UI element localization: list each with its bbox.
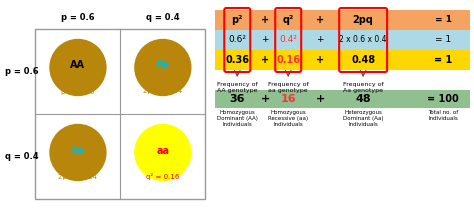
Text: = 100: = 100	[427, 94, 459, 104]
Text: 36: 36	[229, 94, 245, 104]
Text: p² = 0.36: p² = 0.36	[61, 88, 95, 95]
Text: 2pq = 0.24: 2pq = 0.24	[143, 89, 182, 94]
Text: Heterozygous
Dominant (Aa)
Individuals: Heterozygous Dominant (Aa) Individuals	[343, 110, 383, 127]
Text: +: +	[317, 36, 324, 44]
Text: 0.16: 0.16	[276, 55, 300, 65]
Text: 0.48: 0.48	[351, 55, 375, 65]
Text: Frequency of
Aa genotype: Frequency of Aa genotype	[343, 82, 383, 93]
Text: p = 0.6: p = 0.6	[61, 13, 95, 21]
Text: q = 0.4: q = 0.4	[146, 13, 180, 21]
Text: Homozygous
Dominant (AA)
Individuals: Homozygous Dominant (AA) Individuals	[217, 110, 258, 127]
Text: 0.4²: 0.4²	[279, 36, 297, 44]
Text: +: +	[261, 94, 270, 104]
Text: 2pq: 2pq	[353, 15, 374, 25]
Circle shape	[50, 39, 106, 95]
Text: Total no. of
Individuals: Total no. of Individuals	[428, 110, 458, 121]
Text: q²: q²	[283, 15, 294, 25]
Text: +: +	[261, 15, 269, 25]
Text: Aa: Aa	[71, 146, 85, 156]
Text: p = 0.6: p = 0.6	[5, 67, 38, 76]
FancyBboxPatch shape	[36, 29, 205, 199]
FancyBboxPatch shape	[215, 10, 470, 30]
Text: Homozygous
Recessive (aa)
Individuals: Homozygous Recessive (aa) Individuals	[268, 110, 308, 127]
Text: 2 x 0.6 x 0.4: 2 x 0.6 x 0.4	[339, 36, 387, 44]
Text: 2pq = 0.24: 2pq = 0.24	[58, 174, 98, 179]
Text: AA: AA	[71, 61, 85, 71]
Circle shape	[135, 125, 191, 181]
Text: = 1: = 1	[434, 55, 452, 65]
Text: q² = 0.16: q² = 0.16	[146, 173, 180, 180]
Text: +: +	[262, 36, 269, 44]
Text: = 1: = 1	[435, 15, 452, 25]
Text: +: +	[261, 55, 269, 65]
Text: +: +	[316, 55, 324, 65]
Text: Frequency of
aa genotype: Frequency of aa genotype	[268, 82, 309, 93]
FancyBboxPatch shape	[215, 50, 470, 70]
Text: aa: aa	[156, 146, 169, 156]
Text: p²: p²	[232, 15, 243, 25]
Text: +: +	[316, 94, 325, 104]
Text: 0.6²: 0.6²	[228, 36, 246, 44]
Text: = 1: = 1	[435, 36, 451, 44]
Text: 16: 16	[281, 94, 296, 104]
Text: Frequency of
AA genotype: Frequency of AA genotype	[217, 82, 257, 93]
FancyBboxPatch shape	[215, 30, 470, 50]
Circle shape	[50, 125, 106, 181]
Text: q = 0.4: q = 0.4	[5, 152, 38, 161]
Text: 48: 48	[356, 94, 371, 104]
Text: 0.36: 0.36	[225, 55, 249, 65]
Text: +: +	[316, 15, 324, 25]
Circle shape	[135, 39, 191, 95]
FancyBboxPatch shape	[215, 90, 470, 108]
Text: Aa: Aa	[156, 61, 170, 71]
